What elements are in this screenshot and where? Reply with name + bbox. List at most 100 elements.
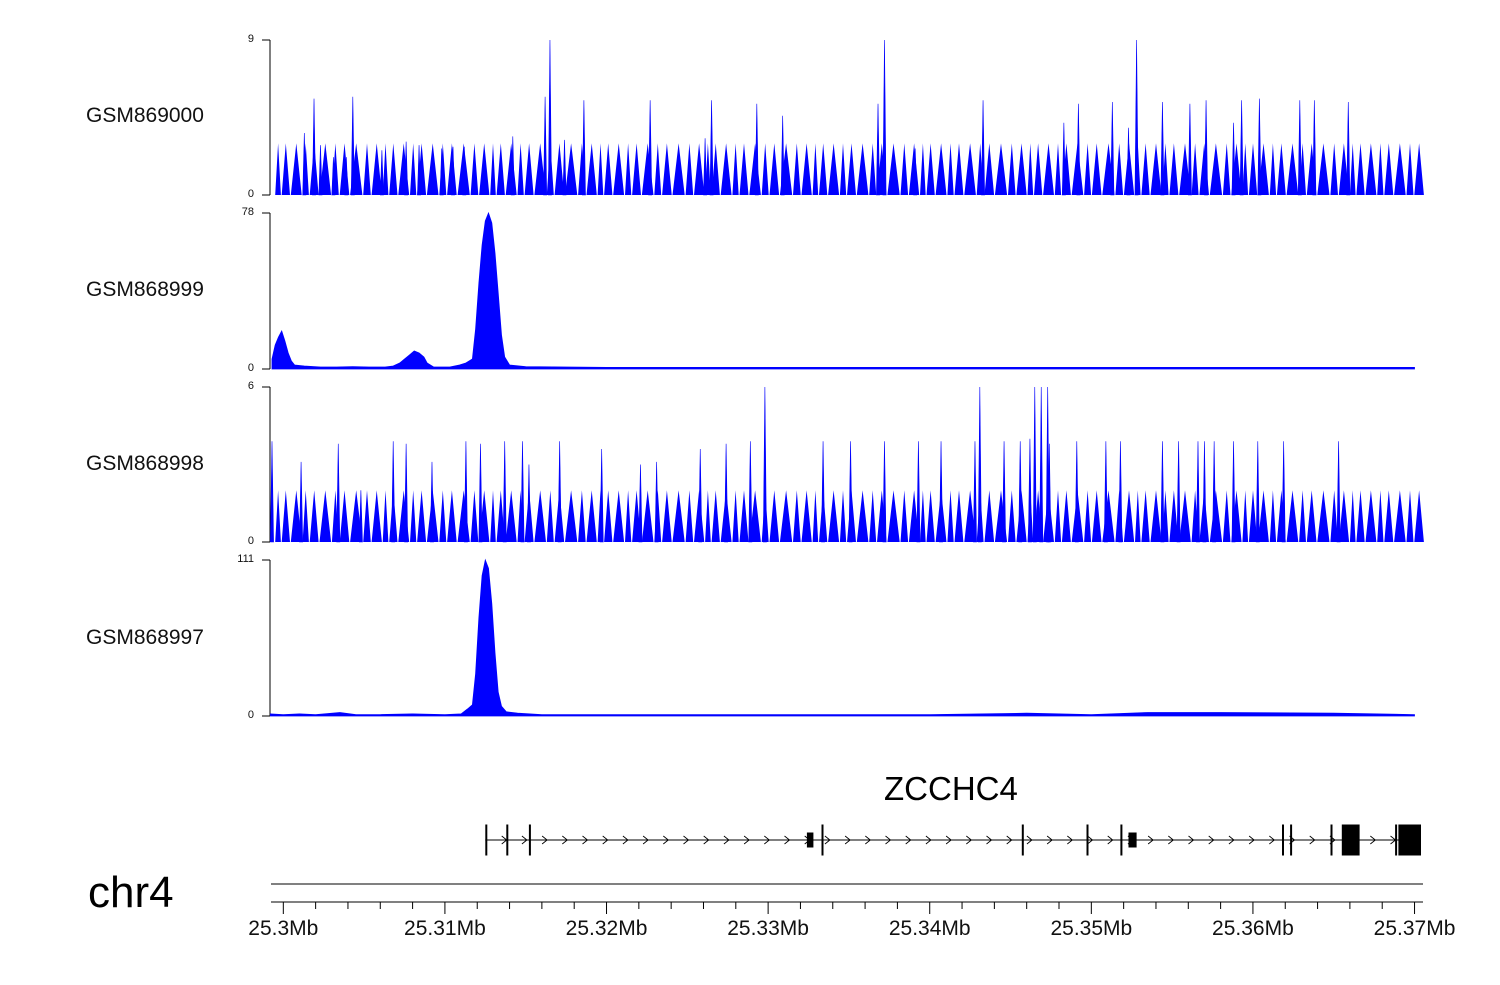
strand-chevron-38: [1269, 835, 1276, 845]
strand-chevron-12: [743, 835, 750, 845]
track-ymax-gsm869000: 9: [247, 33, 254, 45]
track-label-gsm869000: GSM869000: [86, 104, 204, 127]
x-tick-label-1: 25.31Mb: [404, 917, 486, 940]
signal-peak-gsm868998-10: [520, 441, 525, 543]
gene-exon-9: [1282, 824, 1284, 856]
strand-chevron-8: [663, 835, 670, 845]
gene-exon-3: [806, 832, 814, 848]
strand-chevron-35: [1208, 835, 1215, 845]
signal-peak-gsm869000-1: [312, 98, 316, 196]
signal-peak-gsm869000-5: [350, 96, 355, 196]
signal-peak-gsm868998-21: [848, 441, 853, 543]
strand-chevron-18: [865, 835, 872, 845]
strand-chevron-30: [1107, 835, 1114, 845]
gene-exon-1: [506, 824, 509, 856]
signal-peak-gsm868998-22: [882, 441, 887, 543]
signal-peak-gsm869000-8: [417, 145, 421, 196]
track-label-gsm868999: GSM868999: [86, 278, 204, 301]
strand-chevron-4: [582, 835, 589, 845]
signal-peak-gsm868998-44: [1281, 441, 1286, 543]
strand-chevron-7: [642, 835, 649, 845]
signal-peak-gsm868998-43: [1255, 441, 1260, 543]
signal-peak-gsm868998-8: [478, 443, 483, 543]
signal-peak-gsm868998-16: [698, 448, 703, 543]
track-label-gsm868998: GSM868998: [86, 452, 204, 475]
signal-peak-gsm868998-2: [336, 443, 341, 543]
track-ymin-gsm868997: 0: [247, 709, 254, 721]
signal-peak-gsm868998-19: [762, 386, 767, 543]
signal-peak-gsm868998-35: [1103, 441, 1108, 543]
gene-exon-12: [1341, 824, 1360, 856]
strand-chevron-25: [1006, 835, 1013, 845]
strand-chevron-3: [562, 835, 569, 845]
track-ymax-gsm868999: 78: [241, 206, 254, 218]
x-tick-label-2: 25.32Mb: [565, 917, 648, 940]
gene-exon-14: [1398, 824, 1421, 856]
signal-peak-gsm868998-29: [1028, 438, 1032, 543]
strand-chevron-9: [683, 835, 690, 845]
strand-chevron-37: [1248, 835, 1255, 845]
signal-area-gsm868997: [270, 558, 1415, 717]
strand-chevron-10: [703, 835, 710, 845]
strand-chevron-43: [1370, 835, 1377, 845]
strand-chevron-33: [1168, 835, 1175, 845]
chromosome-label: chr4: [88, 868, 174, 917]
signal-peak-gsm868998-38: [1176, 441, 1181, 543]
track-ymax-gsm868998: 6: [247, 380, 254, 392]
gene-exon-11: [1330, 824, 1333, 856]
signal-peak-gsm869000-38: [1312, 100, 1317, 196]
strand-chevron-2: [541, 835, 548, 845]
signal-peak-gsm868998-3: [358, 490, 363, 543]
signal-area-gsm868998: [272, 490, 1424, 542]
signal-peak-gsm868998-5: [404, 443, 409, 543]
signal-peak-gsm869000-12: [510, 136, 515, 196]
signal-peak-gsm868998-18: [748, 441, 753, 543]
signal-peak-gsm869000-30: [1134, 39, 1139, 196]
gene-exon-10: [1290, 824, 1293, 856]
signal-peak-gsm868998-40: [1202, 441, 1207, 543]
signal-peak-gsm868998-1: [299, 461, 303, 543]
strand-chevron-36: [1228, 835, 1235, 845]
strand-chevron-27: [1046, 835, 1053, 845]
strand-chevron-6: [622, 835, 629, 845]
signal-peak-gsm869000-7: [404, 141, 409, 196]
strand-chevron-32: [1147, 835, 1154, 845]
gene-exon-2: [528, 824, 531, 856]
x-tick-label-6: 25.36Mb: [1212, 917, 1294, 940]
strand-chevron-22: [945, 835, 952, 845]
strand-chevron-11: [723, 835, 730, 845]
track-label-gsm868997: GSM868997: [86, 626, 204, 649]
gene-exon-4: [821, 824, 824, 856]
strand-chevron-16: [824, 835, 831, 845]
signal-area-gsm869000: [272, 143, 1424, 195]
signal-peak-gsm869000-10: [451, 146, 455, 196]
signal-peak-gsm869000-11: [462, 146, 467, 196]
strand-chevron-20: [905, 835, 912, 845]
x-tick-label-5: 25.35Mb: [1050, 917, 1133, 940]
signal-peak-gsm869000-29: [1126, 127, 1131, 196]
signal-peak-gsm869000-17: [648, 100, 653, 196]
strand-chevron-14: [784, 835, 791, 845]
signal-peak-gsm868998-15: [654, 461, 659, 543]
strand-chevron-23: [966, 835, 973, 845]
gene-exon-7: [1120, 824, 1123, 856]
strand-chevron-21: [925, 835, 932, 845]
track-ymax-gsm868997: 111: [237, 553, 254, 565]
signal-peak-gsm868998-11: [527, 464, 531, 543]
signal-peak-gsm869000-3: [331, 157, 336, 196]
signal-peak-gsm868998-13: [599, 448, 604, 543]
signal-peak-gsm868998-39: [1196, 441, 1200, 543]
signal-peak-gsm868998-0: [270, 441, 274, 543]
x-tick-label-4: 25.34Mb: [888, 917, 971, 940]
signal-peak-gsm868998-7: [464, 441, 468, 543]
gene-name-label: ZCCHC4: [884, 770, 1018, 807]
signal-peak-gsm868998-20: [821, 441, 825, 543]
signal-peak-gsm868998-34: [1074, 441, 1079, 543]
strand-chevron-40: [1309, 835, 1316, 845]
strand-chevron-29: [1087, 835, 1094, 845]
signal-peak-gsm868998-14: [638, 464, 643, 543]
signal-peak-gsm869000-15: [562, 139, 567, 196]
gene-exon-13: [1395, 824, 1398, 856]
signal-peak-gsm868998-25: [973, 441, 977, 543]
